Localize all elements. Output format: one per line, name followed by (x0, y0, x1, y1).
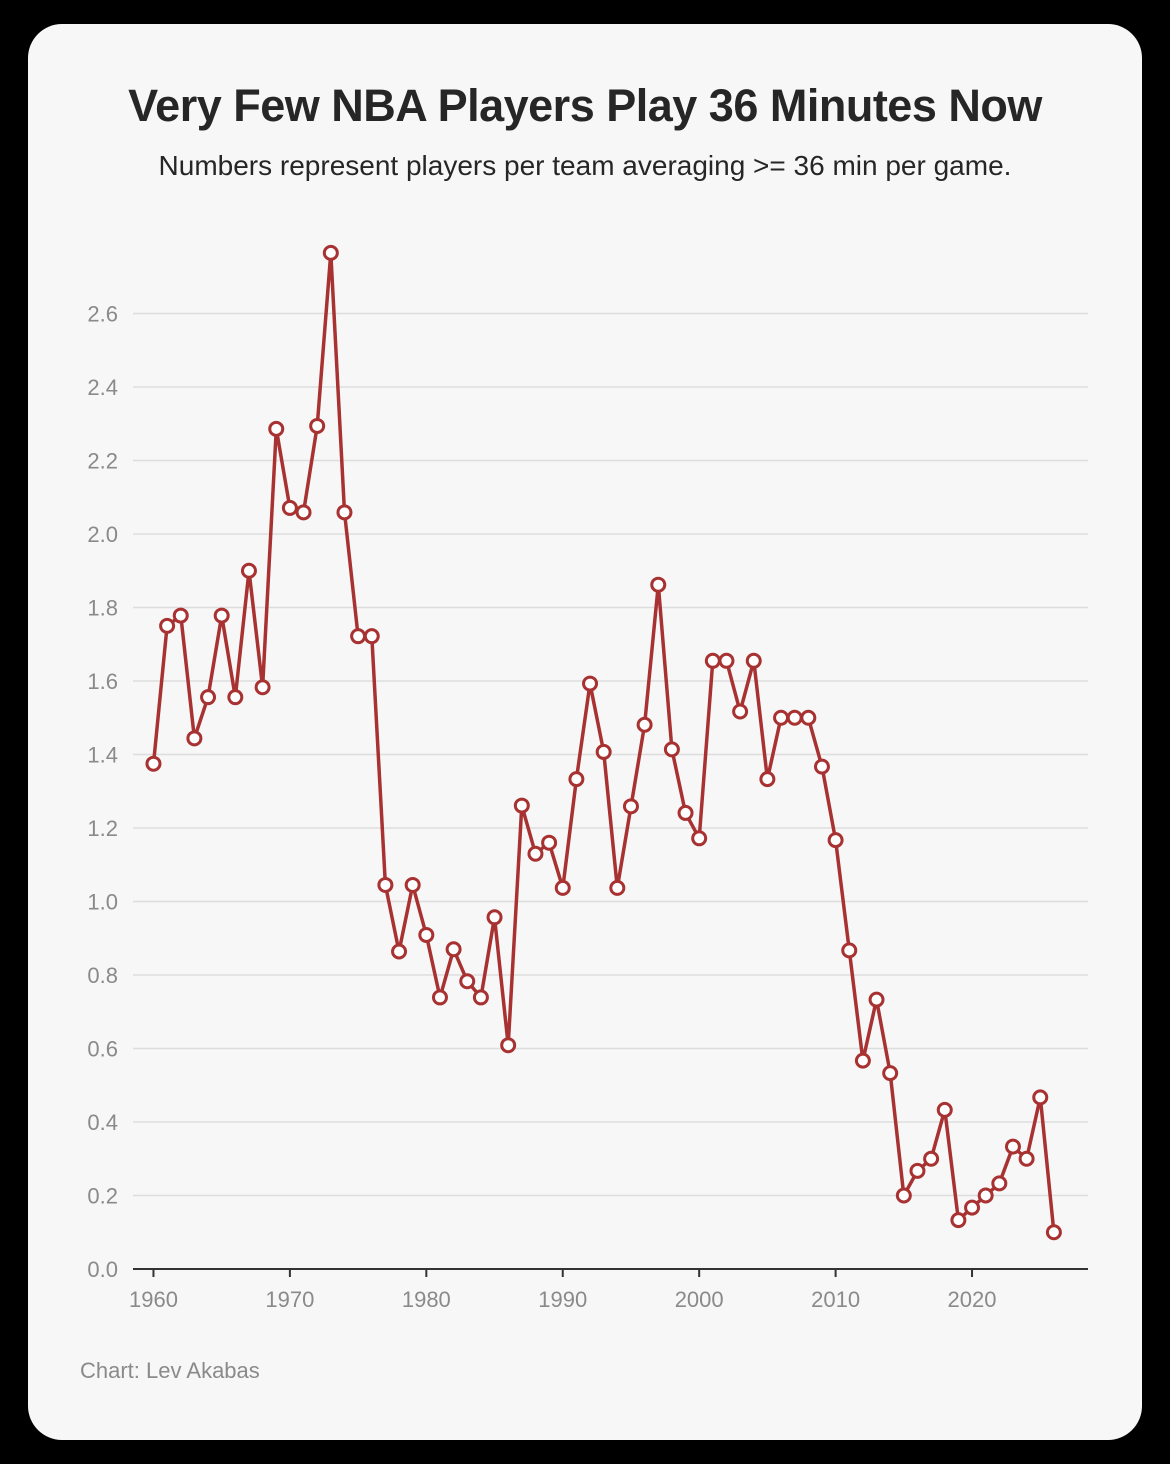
data-point (786, 709, 803, 726)
data-point (445, 941, 462, 958)
data-point (363, 628, 380, 645)
y-tick-label: 1.4 (87, 743, 118, 768)
series-line (151, 251, 1056, 1233)
chart-title: Very Few NBA Players Play 36 Minutes Now (128, 80, 1042, 131)
y-tick-label: 0.4 (87, 1110, 118, 1135)
data-point (691, 830, 708, 847)
data-point (1004, 1138, 1021, 1155)
data-point (745, 652, 762, 669)
data-point (964, 1199, 981, 1216)
data-point (677, 804, 694, 821)
x-tick-label: 2000 (675, 1287, 724, 1312)
data-point (663, 741, 680, 758)
data-point (936, 1101, 953, 1118)
data-point (1045, 1224, 1062, 1241)
y-tick-label: 2.4 (87, 375, 118, 400)
chart-subtitle: Numbers represent players per team avera… (158, 150, 1012, 181)
y-tick-label: 2.6 (87, 302, 118, 327)
data-point (281, 499, 298, 516)
data-point (1032, 1089, 1049, 1106)
data-point (704, 652, 721, 669)
data-point (322, 244, 339, 261)
y-tick-label: 1.0 (87, 890, 118, 915)
gridlines (133, 312, 1088, 1197)
data-point (254, 679, 271, 696)
data-point (636, 716, 653, 733)
data-point (718, 652, 735, 669)
y-tick-label: 1.8 (87, 596, 118, 621)
x-axis: 1960 1970 1980 1990 2000 2010 2020 (129, 1268, 1088, 1312)
y-tick-label: 0.6 (87, 1037, 118, 1062)
data-point (541, 834, 558, 851)
chart-source: Chart: Lev Akabas (80, 1358, 260, 1383)
y-tick-label: 0.0 (87, 1257, 118, 1282)
data-point (773, 709, 790, 726)
data-point (295, 504, 312, 521)
data-point (909, 1162, 926, 1179)
data-point (200, 689, 217, 706)
data-point (1018, 1150, 1035, 1167)
data-point (513, 797, 530, 814)
data-point (213, 607, 230, 624)
y-tick-label: 2.2 (87, 449, 118, 474)
data-point (500, 1037, 517, 1054)
data-point (350, 628, 367, 645)
data-point (882, 1065, 899, 1082)
data-point (268, 420, 285, 437)
data-point (227, 689, 244, 706)
y-axis: 0.0 0.2 0.4 0.6 0.8 1.0 1.2 1.4 1.6 1.8 2.0 2.2 2.4 2… (87, 302, 118, 1283)
data-point (813, 758, 830, 775)
data-point (391, 943, 408, 960)
data-point (868, 991, 885, 1008)
data-point (336, 504, 353, 521)
data-point (895, 1187, 912, 1204)
x-tick-label: 1990 (538, 1287, 587, 1312)
x-tick-label: 2020 (948, 1287, 997, 1312)
y-tick-label: 1.6 (87, 669, 118, 694)
x-tick-label: 2010 (811, 1287, 860, 1312)
data-point (950, 1212, 967, 1229)
data-point (145, 755, 162, 772)
y-tick-label: 0.8 (87, 963, 118, 988)
data-point (759, 771, 776, 788)
data-point (472, 989, 489, 1006)
x-tick-label: 1980 (402, 1287, 451, 1312)
data-point (991, 1175, 1008, 1192)
data-point (609, 879, 626, 896)
data-point (240, 562, 257, 579)
data-point (595, 743, 612, 760)
data-point (732, 703, 749, 720)
data-point (172, 607, 189, 624)
y-tick-label: 2.0 (87, 522, 118, 547)
data-point (650, 576, 667, 593)
y-tick-label: 0.2 (87, 1184, 118, 1209)
data-point (404, 876, 421, 893)
x-tick-label: 1970 (265, 1287, 314, 1312)
data-point (377, 876, 394, 893)
data-series (145, 244, 1062, 1241)
data-point (827, 832, 844, 849)
data-point (841, 942, 858, 959)
data-point (622, 798, 639, 815)
x-tick-label: 1960 (129, 1287, 178, 1312)
data-point (554, 879, 571, 896)
data-point (977, 1187, 994, 1204)
data-point (568, 771, 585, 788)
data-point (186, 730, 203, 747)
data-point (309, 417, 326, 434)
data-point (582, 675, 599, 692)
data-point (459, 973, 476, 990)
data-point (527, 845, 544, 862)
data-point (800, 709, 817, 726)
data-point (486, 909, 503, 926)
data-point (418, 926, 435, 943)
data-point (854, 1052, 871, 1069)
data-point (159, 617, 176, 634)
y-tick-label: 1.2 (87, 816, 118, 841)
data-point (431, 989, 448, 1006)
data-point (923, 1150, 940, 1167)
